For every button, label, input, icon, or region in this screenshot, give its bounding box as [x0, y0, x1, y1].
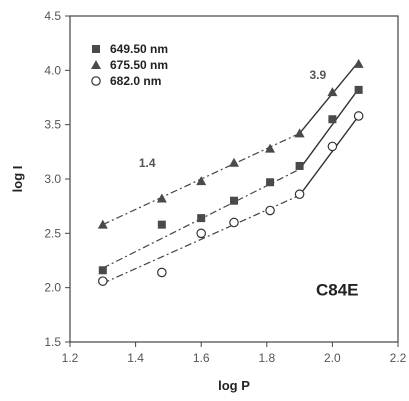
data-point-series-1-5 — [294, 128, 305, 138]
data-point-series-0-7 — [354, 85, 363, 94]
fit-line-high-series-1 — [299, 61, 360, 134]
data-point-series-0-2 — [197, 214, 206, 223]
legend-entry-1: 675.50 nm — [110, 58, 168, 72]
axes: 1.2 1.4 1.6 1.8 2.0 2.2 1.5 2.0 2.5 3.0 3.5 4.0 4.5 l… — [10, 9, 407, 393]
annotation-2: C84E — [316, 280, 359, 299]
data-point-series-0-0 — [98, 266, 107, 275]
data-point-series-0-6 — [328, 115, 337, 124]
y-tick-label: 3.0 — [44, 172, 61, 186]
y-tick-label: 4.0 — [44, 63, 61, 77]
data-point-series-1-4 — [265, 143, 276, 153]
data-point-series-2-6 — [327, 141, 338, 152]
legend-marker-0 — [92, 45, 100, 53]
data-point-series-2-4 — [265, 205, 275, 216]
x-tick-label: 1.6 — [193, 351, 210, 365]
y-tick-label: 1.5 — [44, 335, 61, 349]
y-tick-label: 2.5 — [44, 226, 61, 240]
y-tick-label: 2.0 — [44, 281, 61, 295]
data-point-series-2-2 — [196, 228, 206, 239]
fit-line-low-series-2 — [102, 194, 300, 284]
data-point-series-1-7 — [353, 58, 364, 68]
x-tick-label: 2.2 — [390, 351, 407, 365]
x-axis-label: log P — [218, 378, 250, 393]
data-point-series-0-5 — [295, 161, 304, 170]
data-point-series-1-6 — [327, 87, 338, 97]
data-point-series-2-7 — [353, 111, 364, 121]
fit-line-high-series-0 — [299, 88, 360, 170]
y-tick-label: 4.5 — [44, 9, 61, 23]
data-point-series-2-0 — [98, 276, 108, 286]
data-point-series-0-4 — [266, 178, 275, 187]
data-point-series-0-3 — [230, 196, 238, 205]
y-axis-label: log I — [10, 166, 25, 193]
legend-marker-1 — [91, 60, 101, 69]
annotations: 1.4 3.9 C84E — [139, 68, 359, 299]
annotation-0: 1.4 — [139, 156, 156, 170]
data-point-series-2-1 — [157, 267, 167, 278]
data-point-series-0-1 — [157, 220, 166, 229]
x-tick-label: 1.8 — [258, 351, 275, 365]
legend-entry-0: 649.50 nm — [110, 42, 168, 56]
data-point-series-2-5 — [294, 189, 305, 200]
fit-line-high-series-2 — [299, 115, 360, 196]
legend-marker-2 — [91, 76, 101, 86]
data-point-series-1-3 — [229, 157, 239, 167]
x-tick-label: 1.2 — [62, 351, 79, 365]
data-point-series-1-0 — [97, 219, 108, 229]
legend-entry-2: 682.0 nm — [110, 74, 161, 88]
data-point-series-1-1 — [156, 193, 167, 203]
y-tick-label: 3.5 — [44, 118, 61, 132]
legend: 649.50 nm 675.50 nm 682.0 nm — [91, 42, 168, 88]
data-points — [97, 58, 364, 286]
x-tick-label: 1.4 — [127, 351, 144, 365]
annotation-1: 3.9 — [309, 68, 326, 82]
data-point-series-2-3 — [229, 217, 239, 228]
fit-lines — [102, 61, 360, 284]
x-tick-label: 2.0 — [324, 351, 341, 365]
data-point-series-1-2 — [196, 176, 207, 186]
